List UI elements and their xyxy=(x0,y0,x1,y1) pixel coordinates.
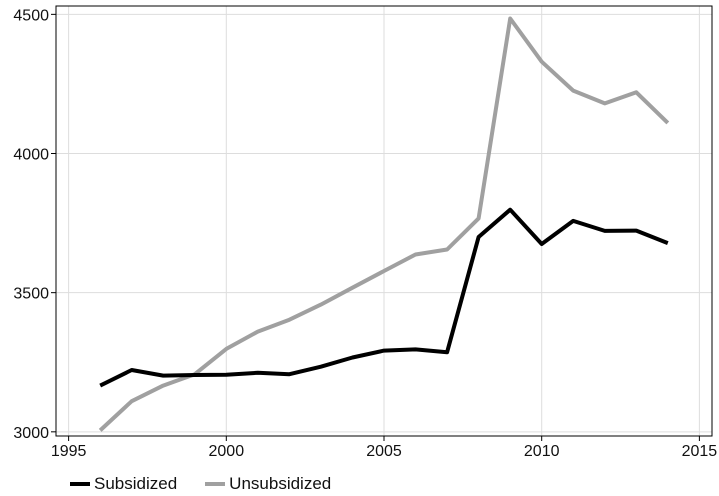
x-tick-label-2005: 2005 xyxy=(366,443,402,460)
y-tick-label-4500: 4500 xyxy=(13,7,49,24)
legend: Subsidized Unsubsidized xyxy=(70,474,359,494)
x-tick-label-2000: 2000 xyxy=(209,443,245,460)
legend-item-subsidized: Subsidized xyxy=(70,474,177,494)
x-tick-label-1995: 1995 xyxy=(51,443,87,460)
series-line-subsidized xyxy=(99,207,669,388)
legend-swatch-unsubsidized xyxy=(205,482,226,486)
gridlines xyxy=(56,6,712,436)
legend-label-unsubsidized: Unsubsidized xyxy=(229,474,332,493)
axis-ticks xyxy=(51,13,700,441)
series-lines xyxy=(98,16,670,432)
legend-swatch-subsidized xyxy=(70,482,90,486)
x-tick-label-2015: 2015 xyxy=(682,443,718,460)
legend-item-unsubsidized: Unsubsidized xyxy=(205,474,331,494)
y-tick-label-3500: 3500 xyxy=(13,286,49,303)
legend-label-subsidized: Subsidized xyxy=(94,474,178,493)
x-tick-label-2010: 2010 xyxy=(524,443,560,460)
y-tick-label-4000: 4000 xyxy=(13,147,49,164)
y-tick-label-3000: 3000 xyxy=(13,425,49,442)
axis-tick-labels: 1995 2000 2005 2010 2015 3000 3500 4000 4500 xyxy=(13,7,717,460)
line-chart: 1995 2000 2005 2010 2015 3000 3500 4000 4500 xyxy=(13,5,717,460)
